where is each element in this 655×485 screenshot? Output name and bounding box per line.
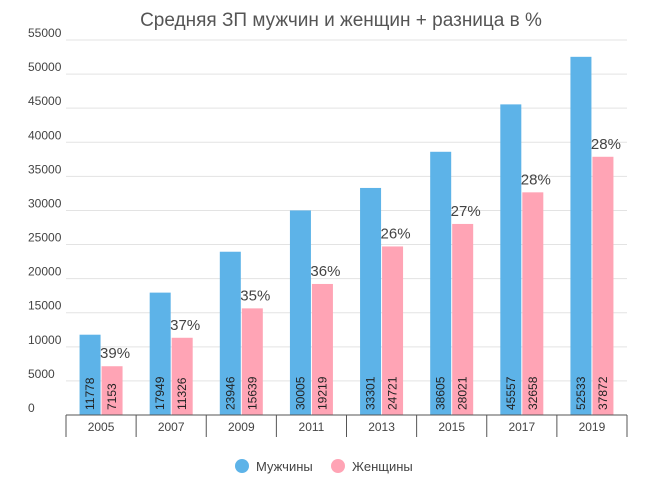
bars: 11778 7153 39% 17949 11326 37% 23946 15639 35% 30… xyxy=(79,56,621,416)
y-tick-label: 45000 xyxy=(28,94,62,108)
bar-women-2007 xyxy=(171,337,193,415)
legend-marker-men xyxy=(235,459,249,473)
x-tick-label: 2013 xyxy=(368,420,395,434)
bar-men-2011 xyxy=(289,210,311,415)
value-label-women: 19219 xyxy=(315,376,329,410)
value-label-men: 38605 xyxy=(434,376,448,410)
value-label-men: 30005 xyxy=(293,376,307,410)
bar-women-2019 xyxy=(592,156,614,416)
value-label-men: 33301 xyxy=(364,376,378,410)
x-tick-label: 2019 xyxy=(579,420,606,434)
bar-men-2013 xyxy=(360,187,382,415)
gap-percent-label: 39% xyxy=(100,345,130,362)
bar-men-2019 xyxy=(570,56,592,415)
value-label-women: 11326 xyxy=(175,377,189,410)
x-tick-label: 2009 xyxy=(228,420,255,434)
y-tick-label: 0 xyxy=(28,401,35,415)
y-tick-label: 50000 xyxy=(28,60,62,74)
legend-label-women: Женщины xyxy=(352,459,413,474)
y-axis: 0 5000 10000 15000 20000 25000 30000 35000 40000… xyxy=(28,26,62,415)
value-label-women: 28021 xyxy=(456,376,470,410)
y-tick-label: 5000 xyxy=(28,367,55,381)
legend-marker-women xyxy=(331,459,345,473)
value-label-women: 32658 xyxy=(526,376,540,410)
y-tick-label: 15000 xyxy=(28,299,62,313)
value-label-men: 23946 xyxy=(223,376,237,410)
bar-men-2009 xyxy=(219,251,241,415)
x-axis: 2005 2007 2009 2011 2013 2015 2017 2019 xyxy=(65,414,628,437)
value-label-men: 52533 xyxy=(574,376,588,410)
gap-percent-label: 35% xyxy=(240,287,270,304)
y-tick-label: 40000 xyxy=(28,128,62,142)
bar-women-2017 xyxy=(522,192,544,415)
bar-men-2017 xyxy=(500,104,522,415)
gap-percent-label: 28% xyxy=(521,171,551,188)
value-label-women: 15639 xyxy=(245,376,259,410)
gap-percent-label: 27% xyxy=(451,203,481,220)
gap-percent-label: 37% xyxy=(170,317,200,334)
bar-women-2009 xyxy=(241,308,263,415)
y-tick-label: 20000 xyxy=(28,265,62,279)
value-label-men: 11778 xyxy=(83,377,97,410)
value-label-women: 24721 xyxy=(386,376,400,410)
bar-women-2015 xyxy=(452,223,474,415)
x-tick-label: 2007 xyxy=(158,420,185,434)
chart-title: Средняя ЗП мужчин и женщин + разница в % xyxy=(140,10,542,31)
value-label-men: 45557 xyxy=(504,376,518,410)
x-tick-label: 2017 xyxy=(508,420,535,434)
bar-women-2005 xyxy=(101,366,123,415)
bar-men-2015 xyxy=(430,151,452,415)
legend-label-men: Мужчины xyxy=(256,459,313,474)
gap-percent-label: 26% xyxy=(381,225,411,242)
y-tick-label: 25000 xyxy=(28,231,62,245)
x-tick-label: 2011 xyxy=(299,420,325,434)
bar-men-2005 xyxy=(79,334,101,415)
gap-percent-label: 36% xyxy=(310,263,340,280)
bar-men-2007 xyxy=(149,292,171,415)
value-label-women: 37872 xyxy=(596,376,610,410)
bar-women-2011 xyxy=(311,283,333,415)
bar-women-2013 xyxy=(382,246,404,415)
x-tick-label: 2015 xyxy=(438,420,465,434)
gap-percent-label: 28% xyxy=(591,136,621,153)
y-tick-label: 10000 xyxy=(28,333,62,347)
x-tick-label: 2005 xyxy=(88,420,115,434)
y-tick-label: 30000 xyxy=(28,196,62,210)
y-tick-label: 35000 xyxy=(28,162,62,176)
value-label-women: 7153 xyxy=(105,383,119,410)
legend: Мужчины Женщины xyxy=(235,459,413,474)
y-tick-label: 55000 xyxy=(28,26,62,40)
value-label-men: 17949 xyxy=(153,376,167,410)
